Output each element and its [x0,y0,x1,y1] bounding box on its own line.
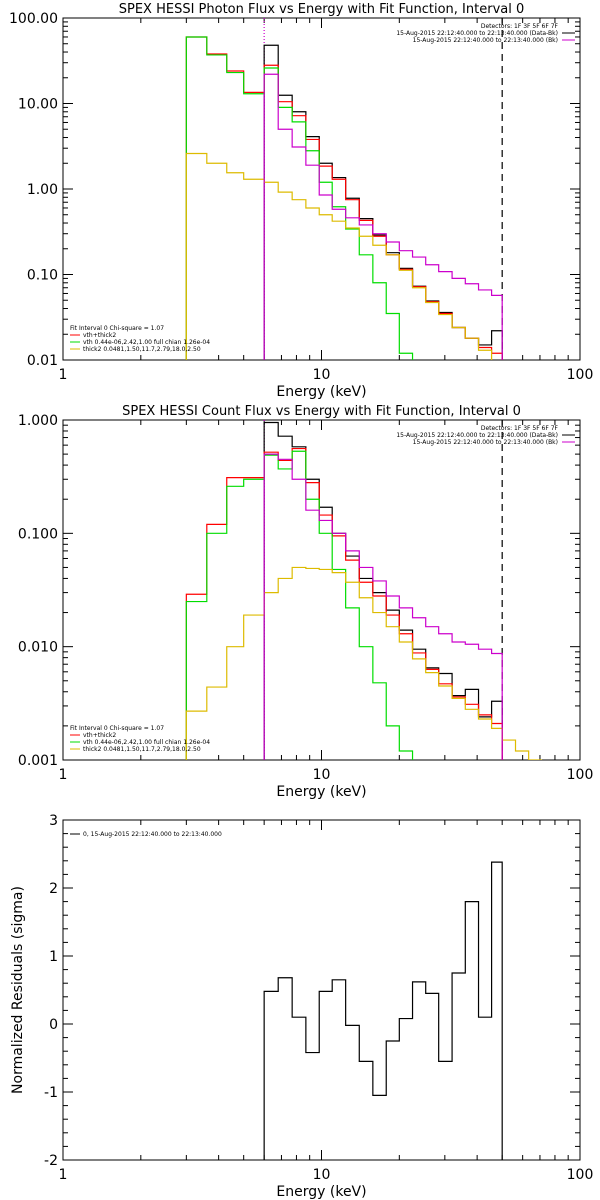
legend-entry: thick2 0.0481,1.50,11.7,2.79,18.0,2.50 [83,346,201,353]
y-tick-label: 2 [49,881,58,897]
series-line-thick2 [185,152,517,360]
y-tick-label: 1 [49,949,58,965]
plot-area [185,420,542,760]
x-axis-label: Energy (keV) [276,384,366,400]
chart-count: 1 10 100 0.001 0.010 0.100 1.000 SPEX HESSI Cou… [18,404,593,800]
y-tick-label: 0 [49,1017,58,1033]
series-line-vth [185,36,414,360]
y-axis-label: Normalized Residuals (sigma) [10,886,26,1094]
x-tick-label: 10 [313,367,331,383]
x-tick-label: 100 [567,367,594,383]
chart-photon: 1 10 100 0.01 0.10 1.00 10.00 100.00 SPEX HESSI … [9,2,593,400]
y-tick-label: 0.010 [18,640,58,656]
info-line: Detectors: 1F 3F 5F 6F 7F [481,425,559,432]
y-tick-label: 3 [49,813,58,829]
series-line-0-15-aug-2015-22-12-40-000-to-22-13-40-000 [263,861,503,1160]
info-line: Detectors: 1F 3F 5F 6F 7F [481,23,559,30]
legend-entry: vth 0.44e-06,2.42,1.00 full chian 1.26e-… [83,339,210,346]
series-line-vth-thick2 [185,36,503,360]
legend-entry: Fit Interval 0 Chi-square = 1.07 [70,325,164,332]
series-line-thick2 [185,566,542,760]
y-tick-label: 0.01 [27,353,58,369]
x-tick-label: 1 [59,367,68,383]
series-line-vth-thick2 [185,447,503,760]
x-tick-label: 100 [567,767,594,783]
series-line-data-bk [263,44,503,360]
legend-entry: vth 0.44e-06,2.42,1.00 full chian 1.26e-… [83,739,210,746]
chart-title: SPEX HESSI Photon Flux vs Energy with Fi… [119,2,525,17]
chart-residuals: 1 10 100 -2 -1 0 1 2 3 Energy (keV) Normalized Res… [10,813,593,1200]
y-tick-label: -2 [44,1153,58,1169]
y-tick-label: 1.000 [18,413,58,429]
info-line: 15-Aug-2015 22:12:40.000 to 22:13:40.000… [413,37,558,44]
x-tick-label: 100 [567,1167,594,1183]
x-axis-label: Energy (keV) [276,784,366,800]
y-tick-label: 100.00 [9,11,58,27]
series-line-bk [263,453,503,760]
y-tick-label: 0.10 [27,268,58,284]
legend-entry: thick2 0.0481,1.50,11.7,2.79,18.0,2.50 [83,746,201,753]
y-tick-label: 0.100 [18,526,58,542]
x-tick-label: 10 [313,1167,331,1183]
legend-entry: vth+thick2 [83,332,116,339]
series-line-bk [263,73,503,360]
y-tick-label: -1 [44,1085,58,1101]
x-tick-label: 10 [313,767,331,783]
legend-entry: vth+thick2 [83,732,116,739]
y-tick-label: 10.00 [18,97,58,113]
y-tick-label: 1.00 [27,182,58,198]
series-line-vth [185,450,414,760]
plot-area [263,861,503,1160]
info-line: 15-Aug-2015 22:12:40.000 to 22:13:40.000… [396,30,558,37]
info-line: 15-Aug-2015 22:12:40.000 to 22:13:40.000… [396,432,558,439]
plot-area [185,18,517,360]
info-line: 15-Aug-2015 22:12:40.000 to 22:13:40.000… [413,439,558,446]
y-tick-label: 0.001 [18,753,58,769]
x-tick-label: 1 [59,767,68,783]
legend-entry: Fit Interval 0 Chi-square = 1.07 [70,725,164,732]
x-axis-label: Energy (keV) [276,1184,366,1200]
chart-title: SPEX HESSI Count Flux vs Energy with Fit… [122,404,521,419]
legend-entry: 0, 15-Aug-2015 22:12:40.000 to 22:13:40.… [83,831,222,838]
x-tick-label: 1 [59,1167,68,1183]
